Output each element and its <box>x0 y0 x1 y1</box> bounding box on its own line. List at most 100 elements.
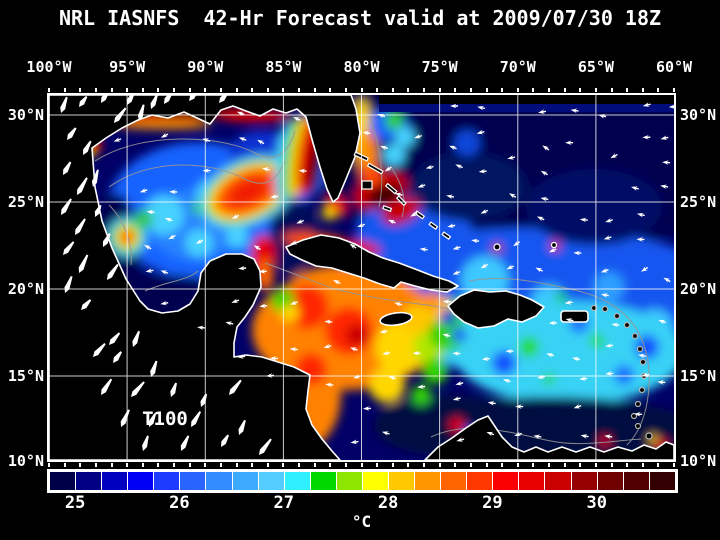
colorbar-cell <box>232 472 258 490</box>
colorbar-cell <box>441 472 467 490</box>
axis-tick <box>110 463 113 467</box>
axis-tick <box>563 463 566 467</box>
axis-tick <box>329 463 332 467</box>
colorbar-tick-label: 29 <box>482 493 503 513</box>
colorbar-cell <box>362 472 389 490</box>
axis-tick <box>407 463 410 467</box>
colorbar-cell <box>519 472 545 490</box>
temperature-field <box>84 95 674 460</box>
axis-tick <box>235 463 238 467</box>
axis-tick <box>313 463 316 467</box>
lat-label: 15°N <box>7 367 44 385</box>
colorbar-cell <box>50 472 76 490</box>
axis-tick <box>204 88 207 92</box>
axis-tick <box>673 463 675 467</box>
axis-tick <box>454 88 457 92</box>
colorbar-tick-label: 26 <box>169 493 190 513</box>
axis-tick <box>157 463 160 467</box>
axis-tick <box>407 88 410 92</box>
axis-tick <box>360 463 363 467</box>
axis-tick <box>298 88 300 92</box>
axis-tick <box>376 463 379 467</box>
axis-tick <box>610 463 613 467</box>
axis-tick <box>329 88 332 92</box>
axis-tick <box>548 88 550 92</box>
axis-tick <box>173 463 175 467</box>
colorbar-cell <box>258 472 284 490</box>
lat-label: 20°N <box>7 280 44 298</box>
colorbar-cell <box>467 472 493 490</box>
axis-tick <box>126 463 129 467</box>
axis-tick <box>469 463 472 467</box>
domain-boundary-band <box>379 104 674 112</box>
axis-tick <box>251 463 254 467</box>
axis-tick <box>266 463 269 467</box>
axis-tick <box>626 88 629 92</box>
lon-label: 75°W <box>421 58 458 76</box>
axis-ticks-bottom <box>48 463 675 468</box>
axis-tick <box>485 88 488 92</box>
axis-tick <box>188 88 191 92</box>
axis-tick <box>657 463 660 467</box>
axis-tick <box>204 463 207 467</box>
colorbar-tick-label: 28 <box>377 493 399 513</box>
axis-tick <box>251 88 254 92</box>
axis-tick <box>63 463 66 467</box>
axis-tick <box>391 463 394 467</box>
axis-tick <box>313 88 316 92</box>
axis-tick <box>438 463 441 467</box>
axis-tick <box>423 88 425 92</box>
axis-tick <box>110 88 113 92</box>
colorbar-cell <box>180 472 206 490</box>
axis-tick <box>594 463 597 467</box>
lat-label: 25°N <box>7 193 44 211</box>
axis-tick <box>63 88 66 92</box>
colorbar-cell <box>206 472 232 490</box>
lon-label: 90°W <box>187 58 224 76</box>
temperature-colorbar <box>47 469 678 493</box>
colorbar-cell <box>571 472 597 490</box>
axis-tick <box>298 463 300 467</box>
colorbar-tick-label: 25 <box>64 493 86 513</box>
axis-tick <box>126 88 129 92</box>
axis-tick <box>219 88 222 92</box>
lat-label: 30°N <box>7 106 44 124</box>
page-title: NRL IASNFS 42-Hr Forecast valid at 2009/… <box>58 6 662 30</box>
axis-tick <box>548 463 550 467</box>
lon-label: 100°W <box>26 58 72 76</box>
axis-tick <box>141 463 144 467</box>
lon-label: 85°W <box>265 58 302 76</box>
axis-tick <box>626 463 629 467</box>
axis-tick <box>79 88 82 92</box>
axis-tick <box>438 88 441 92</box>
bathymetry-contours <box>94 114 650 446</box>
axis-tick <box>188 463 191 467</box>
axis-tick <box>423 463 425 467</box>
forecast-map: T100 <box>47 93 676 462</box>
colorbar-cell <box>284 472 310 490</box>
axis-tick <box>641 463 644 467</box>
axis-tick <box>235 88 238 92</box>
colorbar-tick-label: 27 <box>273 493 294 513</box>
axis-tick <box>344 88 347 92</box>
axis-tick <box>344 463 347 467</box>
axis-tick <box>485 463 488 467</box>
axis-tick <box>469 88 472 92</box>
axis-tick <box>641 88 644 92</box>
colorbar-cell <box>597 472 623 490</box>
axis-tick <box>94 88 97 92</box>
axis-tick <box>594 88 597 92</box>
axis-tick <box>141 88 144 92</box>
axis-tick <box>657 88 660 92</box>
grid-lines <box>49 95 674 460</box>
domain-boundary-strip <box>379 95 674 104</box>
lat-label: 25°N <box>680 193 717 211</box>
axis-tick <box>532 463 535 467</box>
axis-tick <box>79 463 82 467</box>
axis-tick <box>266 88 269 92</box>
axis-tick <box>532 88 535 92</box>
colorbar-cell <box>545 472 571 490</box>
lat-label: 30°N <box>680 106 717 124</box>
colorbar-cell <box>102 472 128 490</box>
